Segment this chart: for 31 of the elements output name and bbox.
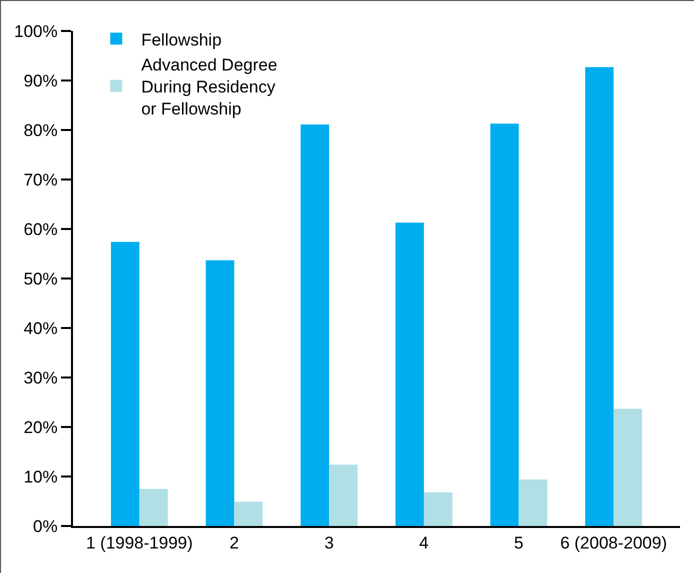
x-tick-label: 3 (324, 533, 334, 552)
bar (300, 124, 330, 526)
y-tick-label: 80% (24, 120, 58, 140)
y-tick-label: 100% (14, 22, 58, 41)
x-tick-label: 5 (514, 533, 524, 552)
bar (614, 408, 642, 526)
legend-label: Fellowship (141, 30, 222, 50)
y-tick-label: 70% (24, 170, 58, 190)
y-tick-label: 20% (24, 418, 58, 437)
bar (329, 464, 358, 526)
y-tick-label: 50% (24, 269, 58, 288)
y-tick-label: 90% (24, 71, 58, 90)
x-tick-label: 6 (2008-2009) (560, 533, 668, 552)
bar (206, 260, 234, 526)
x-tick-label: 1 (1998-1999) (86, 533, 193, 552)
bar (518, 479, 548, 526)
bar (490, 124, 519, 526)
bar (234, 502, 263, 526)
y-tick-label: 40% (24, 318, 58, 338)
bar (585, 67, 614, 526)
y-tick-label: 10% (24, 467, 58, 486)
y-tick-label: 60% (24, 220, 58, 239)
x-tick-label: 4 (419, 533, 429, 552)
bar (395, 222, 424, 526)
bar (424, 492, 452, 526)
legend-label: Advanced Degree During Residency or Fellowship (141, 55, 278, 119)
bar (139, 488, 168, 526)
y-tick-label: 0% (33, 516, 58, 536)
x-tick-label: 2 (229, 533, 239, 552)
bar (110, 242, 140, 526)
y-tick-label: 30% (24, 368, 58, 388)
